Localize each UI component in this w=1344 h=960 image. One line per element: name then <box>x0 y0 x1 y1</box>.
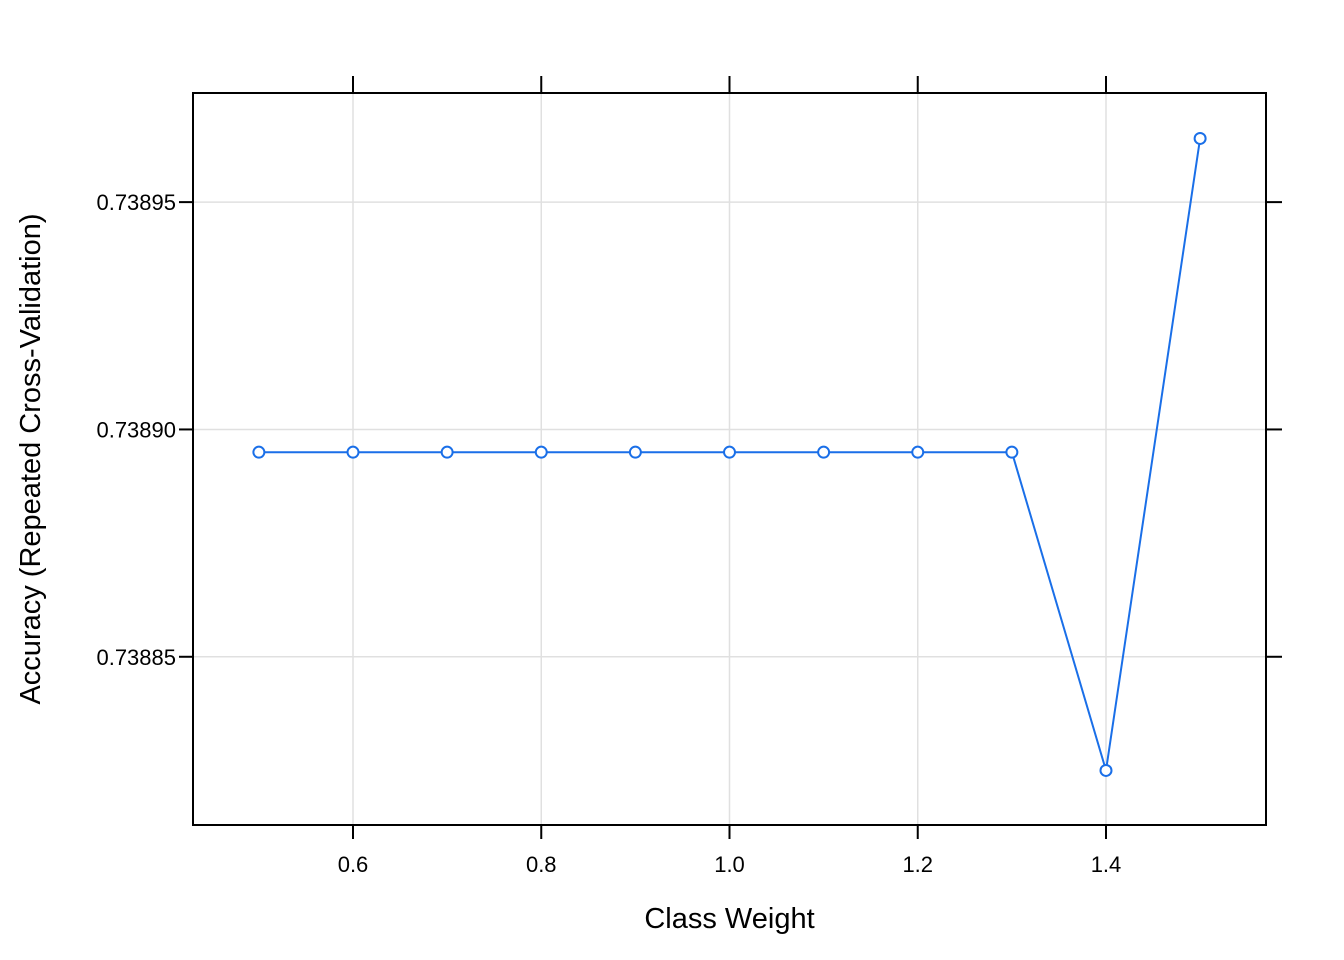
series <box>252 131 1207 777</box>
data-point <box>440 445 454 459</box>
data-point <box>346 445 360 459</box>
data-point <box>723 445 736 459</box>
x-tick-label: 1.0 <box>714 852 745 877</box>
data-point <box>817 445 831 459</box>
data-point <box>1099 763 1113 777</box>
x-tick-label: 1.2 <box>902 852 933 877</box>
y-tick-label: 0.73885 <box>96 645 176 670</box>
grid <box>193 93 1266 825</box>
y-tick-label: 0.73895 <box>96 190 176 215</box>
data-point <box>534 445 548 459</box>
x-axis-title: Class Weight <box>644 903 814 935</box>
data-point <box>1005 445 1019 459</box>
y-tick-label: 0.73890 <box>96 417 176 442</box>
x-tick-label: 1.4 <box>1091 852 1122 877</box>
x-tick-label: 0.6 <box>338 852 369 877</box>
data-point <box>628 445 642 459</box>
y-axis-title: Accuracy (Repeated Cross-Validation) <box>15 213 47 704</box>
axis-ticks <box>179 76 1282 839</box>
data-point <box>911 445 925 459</box>
tick-labels: 0.6 0.8 1.0 1.2 1.4 0.73885 0.73890 0.73895 <box>96 190 1121 877</box>
data-point <box>252 445 266 459</box>
x-tick-label: 0.8 <box>526 852 557 877</box>
data-point <box>1193 131 1207 145</box>
